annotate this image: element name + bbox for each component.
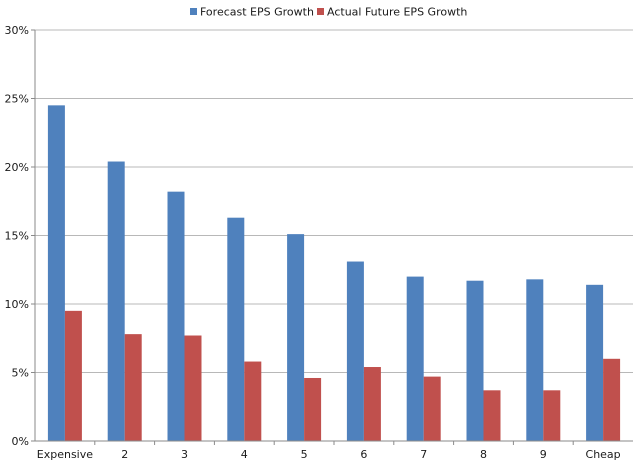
bar-actual-8 — [543, 390, 561, 441]
bar-forecast-3 — [227, 217, 245, 441]
x-tick-label: 3 — [181, 448, 188, 461]
bar-actual-2 — [184, 335, 202, 441]
bar-forecast-9 — [586, 284, 604, 441]
legend-swatch-forecast — [190, 8, 197, 15]
y-tick-label: 10% — [5, 298, 29, 311]
bar-forecast-7 — [466, 280, 484, 441]
y-tick-label: 20% — [5, 161, 29, 174]
legend-label-forecast: Forecast EPS Growth — [200, 6, 314, 19]
x-tick-label: Cheap — [586, 448, 621, 461]
x-tick-label: 9 — [540, 448, 547, 461]
y-tick-label: 5% — [12, 367, 29, 380]
bar-actual-9 — [603, 358, 621, 441]
bar-forecast-1 — [107, 161, 125, 441]
bar-forecast-2 — [167, 191, 185, 441]
chart-legend: Forecast EPS Growth Actual Future EPS Gro… — [190, 6, 467, 19]
x-axis-category-labels: Expensive 2 3 4 5 6 7 8 9 Cheap — [37, 448, 621, 461]
bar-actual-3 — [244, 361, 262, 441]
bar-actual-6 — [423, 376, 441, 441]
bar-forecast-5 — [346, 261, 364, 441]
axes — [31, 29, 633, 445]
y-tick-label: 25% — [5, 93, 29, 106]
bar-forecast-6 — [406, 276, 424, 441]
x-tick-label: Expensive — [37, 448, 93, 461]
bar-actual-0 — [64, 310, 82, 441]
y-axis-tick-labels: 0% 5% 10% 15% 20% 25% 30% — [5, 24, 29, 448]
legend-label-actual: Actual Future EPS Growth — [327, 6, 467, 19]
x-tick-label: 5 — [301, 448, 308, 461]
y-tick-label: 30% — [5, 24, 29, 37]
x-tick-label: 4 — [241, 448, 248, 461]
bar-actual-7 — [483, 390, 501, 441]
bars — [47, 105, 621, 441]
x-tick-label: 2 — [121, 448, 128, 461]
y-tick-label: 0% — [12, 435, 29, 448]
bar-actual-5 — [363, 367, 381, 441]
x-tick-label: 6 — [360, 448, 367, 461]
legend-swatch-actual — [317, 8, 324, 15]
y-tick-label: 15% — [5, 230, 29, 243]
bar-forecast-8 — [526, 279, 544, 441]
bar-forecast-4 — [287, 234, 305, 441]
x-tick-label: 8 — [480, 448, 487, 461]
bar-actual-1 — [124, 334, 142, 441]
bar-forecast-0 — [47, 105, 65, 441]
x-tick-label: 7 — [420, 448, 427, 461]
bar-actual-4 — [304, 377, 322, 441]
